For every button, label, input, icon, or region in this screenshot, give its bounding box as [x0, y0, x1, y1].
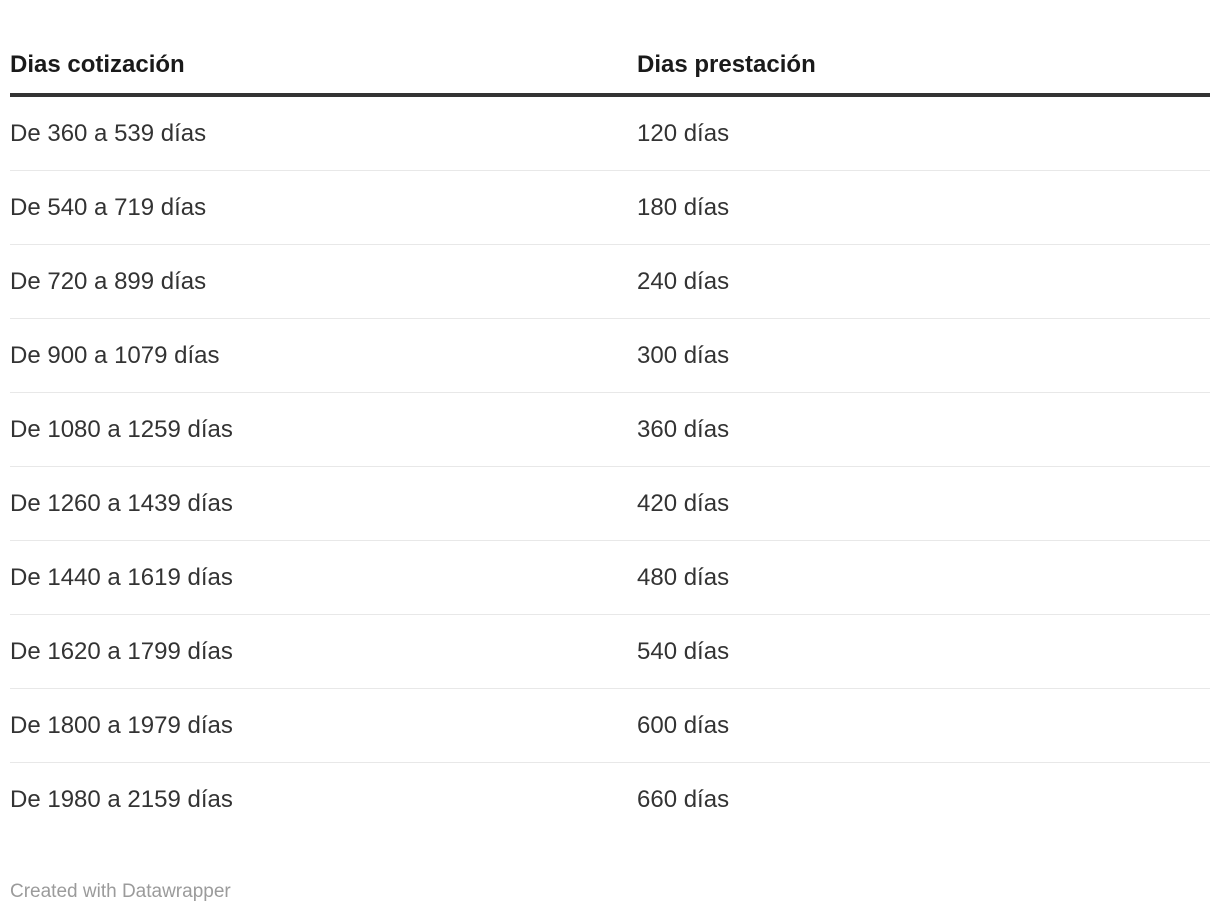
table-body: De 360 a 539 días 120 días De 540 a 719 dí…: [10, 95, 1210, 836]
table-row: De 540 a 719 días 180 días: [10, 170, 1210, 245]
table-cell: De 1980 a 2159 días: [10, 786, 233, 813]
column-header-dias-cotizacion: Dias cotización: [10, 36, 637, 97]
table-cell: 120 días: [637, 95, 1210, 171]
table-cell: De 1440 a 1619 días: [10, 540, 637, 615]
table-row: De 360 a 539 días 120 días: [10, 95, 1210, 171]
table-cell: De 360 a 539 días: [10, 95, 637, 171]
table-cell: De 1080 a 1259 días: [10, 392, 637, 467]
table-row: De 1080 a 1259 días 360 días: [10, 392, 1210, 467]
table-row: De 1980 a 2159 días 660 días: [10, 763, 1210, 837]
table-header: Dias cotización Dias prestación: [10, 36, 1210, 97]
table-cell: 240 días: [637, 244, 1210, 319]
table-row: De 1440 a 1619 días 480 días: [10, 540, 1210, 615]
attribution: Created with Datawrapper: [10, 880, 231, 903]
table-cell: 540 días: [637, 614, 1210, 689]
table-cell: De 1800 a 1979 días: [10, 688, 637, 763]
table-cell: 300 días: [637, 318, 1210, 393]
table-cell: 600 días: [637, 688, 1210, 763]
table-row: De 720 a 899 días 240 días: [10, 244, 1210, 319]
datawrapper-attribution-link[interactable]: Created with Datawrapper: [10, 881, 231, 902]
table-cell: De 720 a 899 días: [10, 244, 637, 319]
table-cell: 660 días: [637, 786, 730, 813]
table-cell: De 900 a 1079 días: [10, 318, 637, 393]
table-row: De 1620 a 1799 días 540 días: [10, 614, 1210, 689]
table-row: De 1800 a 1979 días 600 días: [10, 688, 1210, 763]
data-table: Dias cotización Dias prestación De 360 a…: [10, 36, 1210, 836]
table-row: De 900 a 1079 días 300 días: [10, 318, 1210, 393]
table-cell: 480 días: [637, 540, 1210, 615]
table-cell: De 1260 a 1439 días: [10, 466, 637, 541]
table-cell: De 540 a 719 días: [10, 170, 637, 245]
table-cell: 420 días: [637, 466, 1210, 541]
table-cell: De 1620 a 1799 días: [10, 614, 637, 689]
header-row: Dias cotización Dias prestación: [10, 36, 1210, 97]
column-header-dias-prestacion: Dias prestación: [637, 36, 1210, 97]
table-cell: 360 días: [637, 392, 1210, 467]
table-row: De 1260 a 1439 días 420 días: [10, 466, 1210, 541]
table-cell: 180 días: [637, 170, 1210, 245]
